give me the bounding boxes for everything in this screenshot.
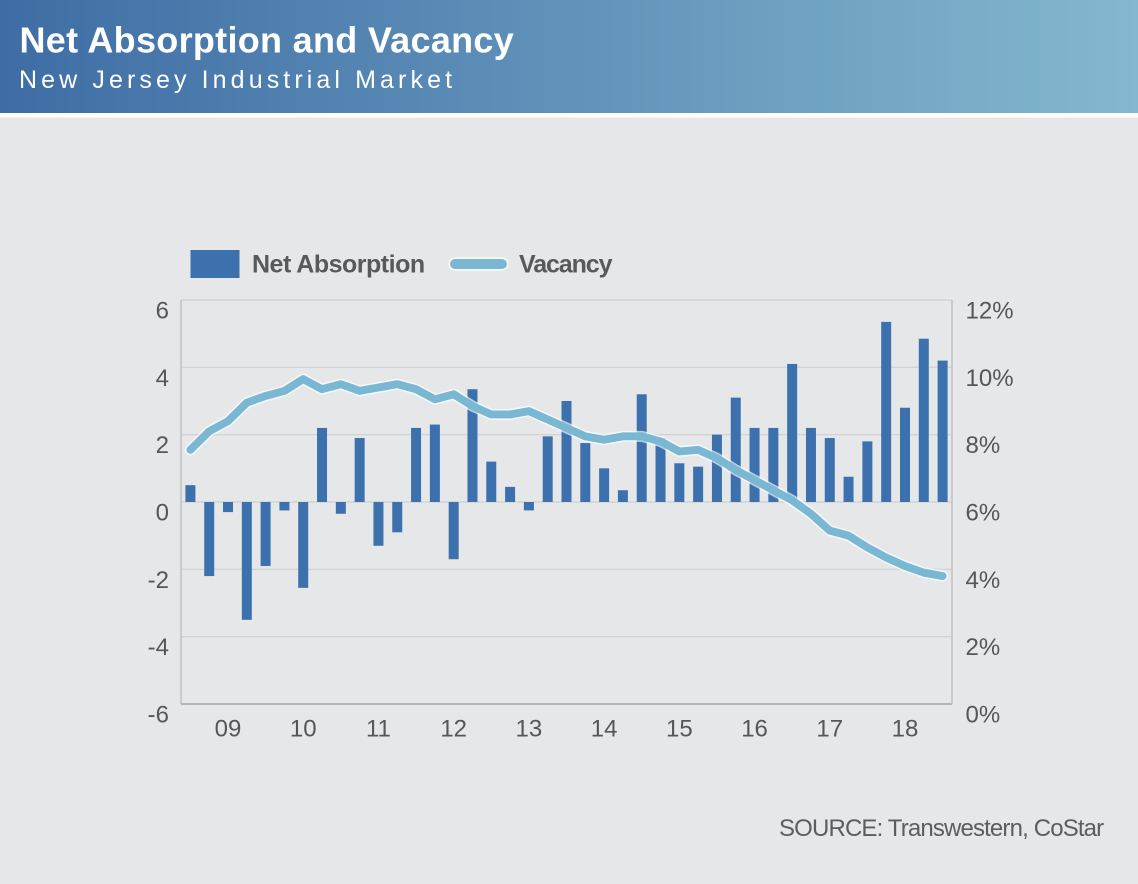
svg-text:6%: 6%	[966, 500, 1001, 527]
svg-text:16: 16	[741, 716, 768, 743]
svg-text:6: 6	[156, 298, 169, 325]
svg-text:New Jersey Industrial Market: New Jersey Industrial Market	[19, 66, 456, 94]
svg-text:09: 09	[215, 716, 242, 743]
svg-text:-4: -4	[148, 634, 169, 661]
svg-text:8%: 8%	[966, 432, 1001, 459]
svg-text:SOURCE: Transwestern, CoStar: SOURCE: Transwestern, CoStar	[779, 815, 1104, 842]
svg-text:18: 18	[892, 716, 919, 743]
svg-text:2%: 2%	[966, 634, 1001, 661]
svg-text:Vacancy: Vacancy	[519, 251, 613, 279]
svg-text:4: 4	[156, 365, 169, 392]
svg-text:13: 13	[516, 716, 543, 743]
svg-text:12: 12	[440, 716, 467, 743]
svg-text:12%: 12%	[966, 298, 1014, 325]
svg-text:11: 11	[366, 716, 391, 743]
svg-text:17: 17	[816, 716, 843, 743]
svg-text:10: 10	[290, 716, 317, 743]
svg-text:Net Absorption and Vacancy: Net Absorption and Vacancy	[20, 20, 515, 61]
svg-text:4%: 4%	[966, 567, 1001, 594]
svg-text:10%: 10%	[966, 365, 1014, 392]
svg-text:15: 15	[666, 716, 693, 743]
svg-text:2: 2	[156, 432, 169, 459]
svg-text:0%: 0%	[966, 702, 1001, 729]
svg-text:14: 14	[591, 716, 618, 743]
svg-text:-2: -2	[148, 567, 169, 594]
svg-text:Net Absorption: Net Absorption	[252, 251, 425, 279]
svg-text:0: 0	[156, 500, 169, 527]
svg-text:-6: -6	[148, 702, 169, 729]
